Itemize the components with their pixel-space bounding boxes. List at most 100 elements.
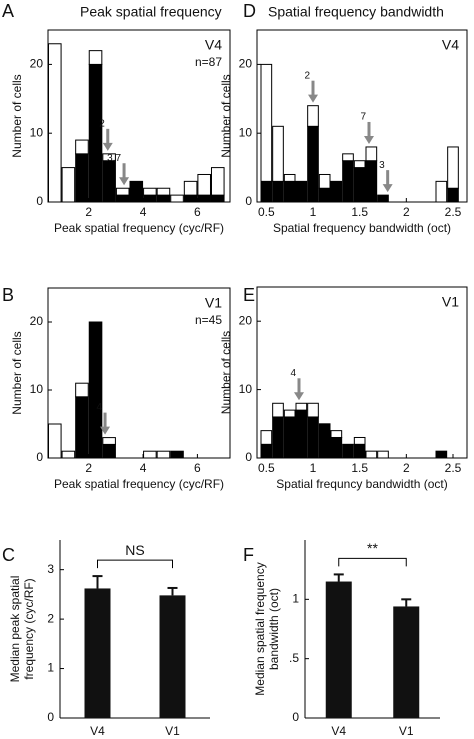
- bar-segment: [129, 180, 144, 203]
- y-tick-label: 10: [30, 125, 44, 139]
- significance-bracket: [97, 559, 173, 569]
- y-axis-label: bandwidth (oct): [267, 588, 281, 670]
- x-axis-label: Spatial frequency bandwidth (oct): [273, 221, 451, 235]
- x-tick-label: 1.5: [351, 205, 368, 219]
- significance-label: NS: [125, 542, 144, 558]
- x-tick-label: 1: [310, 461, 317, 475]
- y-tick-label: 20: [239, 57, 253, 71]
- bar-segment: [61, 450, 76, 459]
- x-tick-label: 2: [85, 461, 92, 475]
- x-axis-label: Peak spatial frequency (cyc/RF): [54, 477, 224, 491]
- y-tick-label: 1: [47, 661, 54, 675]
- bar: [393, 606, 420, 718]
- x-tick-label: 6: [194, 461, 201, 475]
- y-axis-label: Median peak spatial: [8, 576, 22, 683]
- bar-segment: [88, 63, 103, 203]
- bar-segment: [102, 160, 116, 203]
- arrow-label: 3,7: [107, 153, 121, 164]
- bar-segment: [143, 187, 157, 196]
- plot-frame: [47, 287, 231, 459]
- panel-label: V1: [205, 295, 222, 311]
- bar-segment: [197, 194, 211, 203]
- significance-label: **: [367, 540, 378, 556]
- x-tick-label: 2.5: [445, 205, 462, 219]
- bar-segment: [318, 187, 331, 203]
- plot-frame: [256, 29, 468, 203]
- bar-segment: [272, 402, 284, 418]
- arrow-head: [364, 135, 374, 144]
- y-tick-label: 0: [245, 194, 252, 208]
- bar-segment: [143, 194, 157, 203]
- x-tick-label: 0.5: [258, 205, 275, 219]
- panel-label: n=45: [195, 313, 222, 327]
- bar-segment: [272, 416, 284, 459]
- y-tick-label: 10: [239, 382, 253, 396]
- bar-segment: [295, 180, 308, 203]
- bar-segment: [353, 160, 366, 169]
- y-axis-label: Number of cells: [10, 74, 24, 157]
- x-tick-label: 6: [194, 205, 201, 219]
- panel-letter: E: [243, 285, 255, 305]
- plot-frame: [47, 29, 231, 203]
- bar-segment: [156, 194, 171, 203]
- y-axis-label: Number of cells: [10, 331, 24, 414]
- panel-label: V4: [442, 37, 459, 53]
- bar-segment: [88, 50, 103, 65]
- y-tick-label: 0: [36, 450, 43, 464]
- bar-segment: [365, 146, 378, 162]
- bar-segment: [210, 167, 225, 196]
- arrow-head: [100, 426, 111, 435]
- bar-segment: [342, 153, 354, 162]
- bar-segment: [353, 436, 366, 445]
- panel-letter: F: [243, 545, 254, 565]
- bar-segment: [75, 153, 89, 203]
- bar-segment: [210, 194, 225, 203]
- arrow-head: [294, 392, 304, 401]
- x-tick-label: V4: [331, 724, 346, 738]
- bar-segment: [283, 173, 296, 182]
- bar-segment: [170, 450, 184, 459]
- chart-title: Peak spatial frequency: [80, 4, 222, 20]
- panel-letter: D: [243, 1, 256, 21]
- y-tick-label: 20: [30, 57, 44, 71]
- y-tick-label: .5: [289, 651, 299, 665]
- bar-segment: [260, 63, 273, 182]
- bar-segment: [75, 382, 89, 398]
- bar-segment: [197, 173, 211, 196]
- x-axis-label: Peak spatial frequency (cyc/RF): [54, 221, 224, 235]
- y-tick-label: 3: [47, 562, 54, 576]
- bar-segment: [102, 437, 116, 445]
- significance-bracket: [338, 557, 407, 567]
- bar-segment: [295, 402, 308, 411]
- bar-segment: [260, 430, 273, 445]
- panel-label: V1: [442, 294, 459, 310]
- x-tick-label: V1: [399, 724, 414, 738]
- arrow-label: 3: [379, 160, 385, 171]
- y-tick-label: 0: [292, 710, 299, 724]
- bar-segment: [447, 146, 459, 189]
- chart-title: Spatial frequency bandwidth: [268, 4, 444, 20]
- bar-segment: [318, 173, 331, 189]
- y-tick-label: 0: [245, 450, 252, 464]
- bar-segment: [156, 187, 171, 196]
- bar-segment: [365, 160, 378, 203]
- panel-label: n=87: [195, 55, 222, 69]
- bar-segment: [61, 167, 76, 203]
- bar-segment: [330, 180, 343, 203]
- y-tick-label: 2: [47, 611, 54, 625]
- y-tick-label: 20: [30, 314, 44, 328]
- bar-segment: [330, 436, 343, 459]
- bar-segment: [102, 443, 116, 459]
- x-tick-label: 0.5: [258, 461, 275, 475]
- bar-segment: [283, 180, 296, 203]
- bar-segment: [342, 160, 354, 203]
- x-tick-label: V4: [90, 724, 105, 738]
- bar-segment: [318, 423, 331, 459]
- bar-segment: [307, 105, 319, 127]
- x-tick-label: 1.5: [351, 461, 368, 475]
- y-axis-label: Number of cells: [219, 331, 233, 414]
- bar-segment: [435, 450, 448, 459]
- bar-segment: [307, 402, 319, 418]
- bar: [325, 581, 352, 718]
- bar: [84, 588, 111, 718]
